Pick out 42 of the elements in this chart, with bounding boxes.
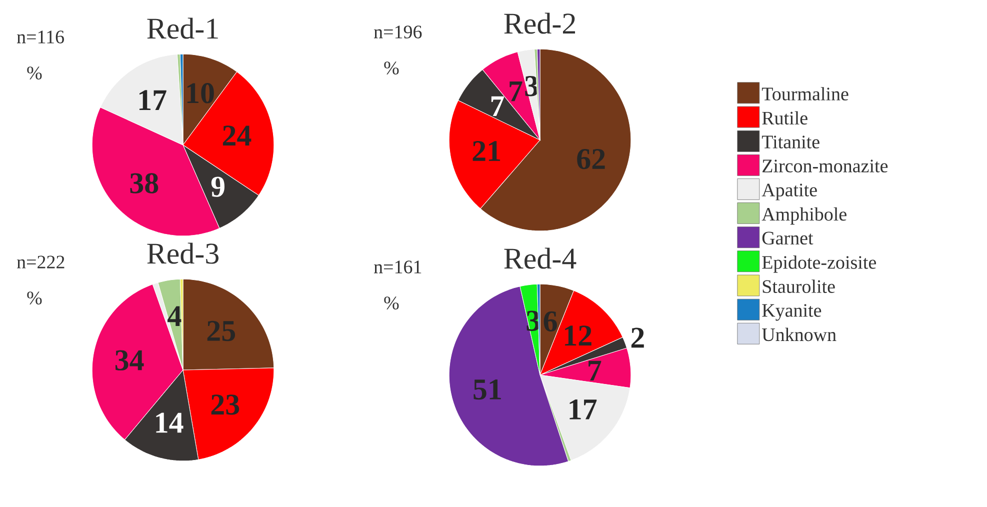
legend-label: Zircon-monazite [762,160,888,172]
text: % [27,66,42,80]
legend-label: Apatite [762,184,817,200]
data-label: 10 [187,83,214,104]
data-label: 7 [510,81,522,102]
legend-label: Amphibole [762,207,846,225]
chart-title: Red-1 [147,18,218,39]
data-label: 2 [631,328,644,348]
data-label: 14 [156,412,184,433]
legend-label: Kyanite [762,304,822,321]
legend-label: Rutile [762,111,808,125]
data-label: 7 [588,360,602,381]
data-label: 62 [577,149,605,170]
legend-label: Epidote-zoisite [762,255,876,273]
chart-title: Red-4 [504,248,576,269]
legend-label: Staurolite [762,280,835,293]
data-label: 21 [472,141,500,161]
data-label: 38 [130,173,158,194]
data-label: 25 [207,320,236,342]
legend-label: Garnet [762,232,814,245]
legend-label: Tourmaline [762,87,848,100]
text: n=222 [16,256,64,268]
text: n=196 [374,26,422,38]
data-label: 23 [211,394,240,415]
data-label: 17 [570,399,597,420]
text: % [384,296,399,310]
chart-title: Red-2 [504,12,576,34]
legend-label: Unknown [762,328,836,342]
text: % [27,292,42,304]
data-label: 34 [115,350,144,370]
data-label: 24 [222,126,252,146]
text: n=116 [16,30,64,44]
data-label: 12 [565,326,592,346]
legend-label: Titanite [762,136,820,148]
text: % [384,62,399,74]
data-label: 9 [211,176,224,197]
data-label: 17 [139,90,166,110]
chart-title: Red-3 [147,242,218,264]
data-label: 51 [474,379,501,400]
data-label: 7 [491,96,504,116]
data-label: 6 [544,311,557,332]
text: n=161 [374,260,422,274]
